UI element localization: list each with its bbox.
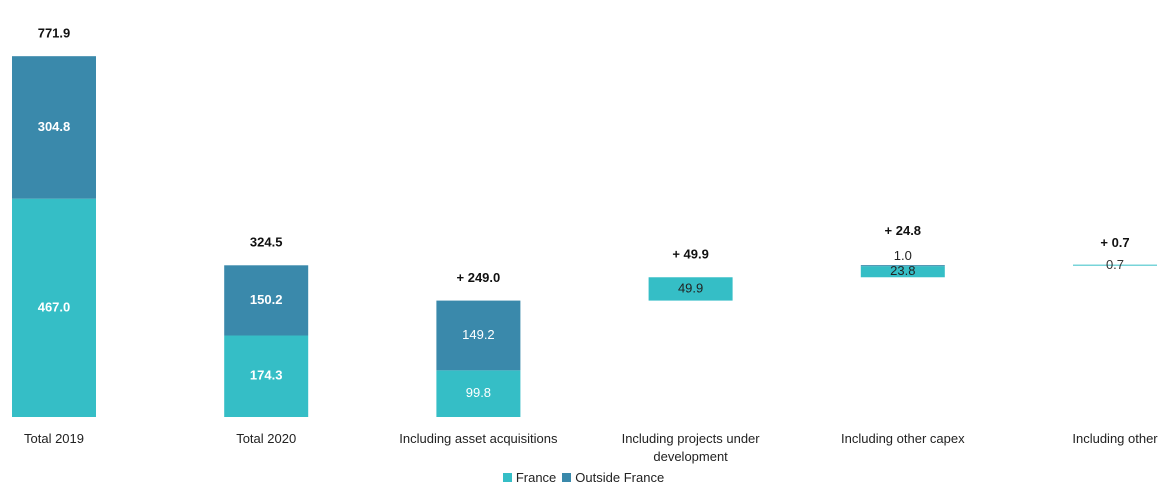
value-label: 49.9 <box>678 280 703 295</box>
bar-segment <box>224 265 309 336</box>
x-tick-label: Total 2020 <box>236 431 297 446</box>
x-tick-label: Including asset acquisitions <box>399 431 558 446</box>
value-label: 23.8 <box>890 263 915 278</box>
total-label: + 49.9 <box>672 247 709 262</box>
legend-swatch <box>562 473 572 482</box>
total-label: + 24.8 <box>885 223 922 238</box>
value-label: 150.2 <box>250 292 283 307</box>
chart: 467.0 304.8 771.9 174.3 150.2 324.5 99.8 149.2 +… <box>12 26 1157 417</box>
bar-segment <box>12 56 96 199</box>
legend-item: Outside France <box>562 470 664 485</box>
value-label: 174.3 <box>250 368 283 383</box>
total-label: 324.5 <box>250 235 283 250</box>
bar-segment <box>648 277 733 301</box>
bar-segment <box>12 198 96 417</box>
legend-item: France <box>502 470 557 485</box>
x-tick-label: Total 2019 <box>24 431 84 446</box>
legend-label: France <box>515 470 557 485</box>
legend: France Outside France <box>0 470 1167 485</box>
value-label: 467.0 <box>38 299 71 314</box>
legend-swatch <box>502 473 512 482</box>
bar-segment <box>1073 264 1157 266</box>
bar-segment <box>860 265 945 267</box>
x-tick-label: Including projects under development <box>621 431 760 464</box>
value-label: 149.2 <box>462 327 495 342</box>
legend-label: Outside France <box>575 470 665 485</box>
total-label: + 249.0 <box>457 270 501 285</box>
x-tick-label: Including other capex <box>841 431 965 446</box>
value-label: 1.0 <box>894 248 912 263</box>
value-label: 304.8 <box>38 119 71 134</box>
bar-segment <box>436 370 521 417</box>
total-label: 771.9 <box>38 26 71 41</box>
total-label: + 0.7 <box>1100 235 1129 250</box>
bar-segment <box>224 335 309 417</box>
value-label: 0.7 <box>1106 257 1124 272</box>
x-tick-label: Including other <box>1072 431 1158 446</box>
value-label: 99.8 <box>466 385 491 400</box>
bar-segment <box>436 300 521 371</box>
bar-segment <box>860 266 945 278</box>
